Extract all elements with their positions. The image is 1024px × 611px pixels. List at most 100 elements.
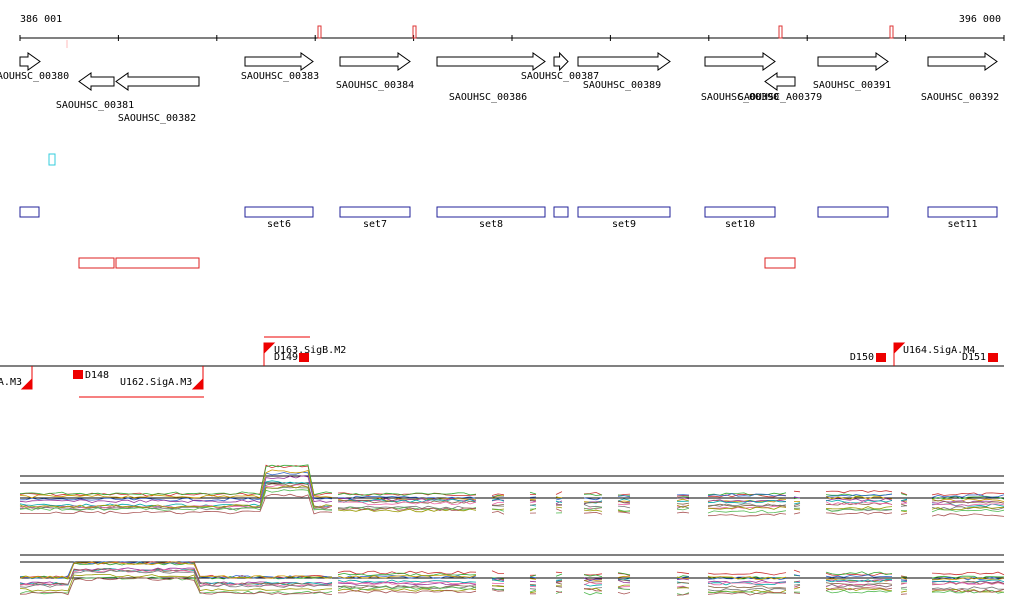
gene-label: SAOUHSC_00383 xyxy=(241,71,319,82)
expression-trace xyxy=(491,585,505,588)
expression-trace xyxy=(583,581,603,586)
expression-trace xyxy=(337,505,477,510)
gene-label: SAOUHSC_00382 xyxy=(118,113,196,124)
expression-trace xyxy=(555,582,563,585)
feature-flag xyxy=(191,377,204,390)
expression-trace xyxy=(491,501,505,505)
gene-arrow xyxy=(19,52,41,71)
expression-trace xyxy=(793,587,801,590)
expression-trace xyxy=(583,580,603,583)
gene-label: SAOUHSC_00384 xyxy=(336,80,414,91)
expression-trace xyxy=(337,492,477,497)
expression-trace xyxy=(676,502,690,505)
expression-trace xyxy=(491,493,505,496)
expression-trace xyxy=(793,569,801,573)
expression-trace xyxy=(337,492,477,496)
expression-trace xyxy=(19,561,333,580)
expression-trace xyxy=(555,573,563,577)
expression-trace xyxy=(529,501,537,504)
expression-trace xyxy=(19,485,333,509)
expression-trace xyxy=(529,580,537,583)
expression-trace xyxy=(337,579,477,584)
expression-trace xyxy=(825,582,893,586)
set-box xyxy=(817,206,889,218)
expression-trace xyxy=(676,496,690,499)
expression-trace xyxy=(617,509,630,512)
expression-trace xyxy=(19,569,333,588)
gene-arrow xyxy=(764,72,796,91)
expression-trace xyxy=(707,499,787,504)
set-box xyxy=(577,206,671,218)
expression-trace xyxy=(825,574,893,578)
expression-trace xyxy=(19,561,333,579)
expression-trace xyxy=(900,500,908,504)
expression-trace xyxy=(676,571,690,575)
gene-label: SAOUHSC_00389 xyxy=(583,80,661,91)
expression-trace xyxy=(555,579,563,581)
expression-trace xyxy=(931,492,1005,496)
expression-trace xyxy=(555,496,563,499)
expression-trace xyxy=(491,498,505,502)
expression-trace xyxy=(931,571,1005,576)
expression-trace xyxy=(555,498,563,501)
expression-trace xyxy=(491,495,505,498)
expression-trace xyxy=(337,581,477,585)
set-box xyxy=(19,206,40,218)
expression-trace xyxy=(900,586,908,589)
expression-trace xyxy=(707,492,787,496)
set-box xyxy=(553,206,569,218)
expression-trace xyxy=(617,579,631,582)
expression-trace xyxy=(491,505,505,507)
expression-trace xyxy=(555,503,563,506)
expression-trace xyxy=(676,582,690,584)
expression-trace xyxy=(793,505,801,508)
gene-arrow xyxy=(115,72,200,91)
expression-trace xyxy=(19,576,333,595)
expression-trace xyxy=(825,501,893,506)
gene-arrow xyxy=(704,52,776,71)
expression-trace xyxy=(707,506,787,511)
expression-trace xyxy=(617,588,631,590)
expression-trace xyxy=(337,507,477,512)
expression-trace xyxy=(900,590,908,593)
expression-trace xyxy=(900,579,908,581)
expression-trace xyxy=(931,580,1005,585)
expression-trace xyxy=(825,496,893,500)
expression-trace xyxy=(825,511,893,515)
expression-trace xyxy=(617,572,631,576)
expression-trace xyxy=(583,504,603,508)
set-label: set11 xyxy=(947,219,977,230)
expression-trace xyxy=(931,589,1005,594)
set-label: set7 xyxy=(363,219,387,230)
expression-trace xyxy=(529,576,537,579)
expression-trace xyxy=(900,498,908,502)
expression-trace xyxy=(793,512,801,515)
gene-label: SAOUHSC_00391 xyxy=(813,80,891,91)
expression-trace xyxy=(931,513,1005,517)
expression-trace xyxy=(19,489,333,511)
expression-trace xyxy=(338,495,477,500)
expression-trace xyxy=(529,496,537,498)
expression-trace xyxy=(555,506,563,509)
expression-trace xyxy=(19,493,333,515)
expression-trace xyxy=(529,584,537,586)
set-box xyxy=(339,206,411,218)
expression-trace xyxy=(491,504,505,506)
expression-trace xyxy=(931,500,1005,504)
expression-trace xyxy=(529,591,537,594)
gene-arrow xyxy=(244,52,314,71)
ruler-start: 386 001 xyxy=(20,14,62,25)
set-label: set8 xyxy=(479,219,503,230)
expression-trace xyxy=(583,577,602,581)
expression-trace xyxy=(900,582,908,585)
gene-label: SAOUHSC_00387 xyxy=(521,71,599,82)
feature-box xyxy=(876,353,886,362)
expression-trace xyxy=(583,497,603,501)
expression-trace xyxy=(793,584,801,586)
expression-trace xyxy=(337,501,477,505)
expression-trace xyxy=(931,579,1005,584)
expression-trace xyxy=(555,500,563,503)
expression-trace xyxy=(900,493,908,496)
expression-trace xyxy=(793,503,801,506)
expression-trace xyxy=(825,499,893,504)
